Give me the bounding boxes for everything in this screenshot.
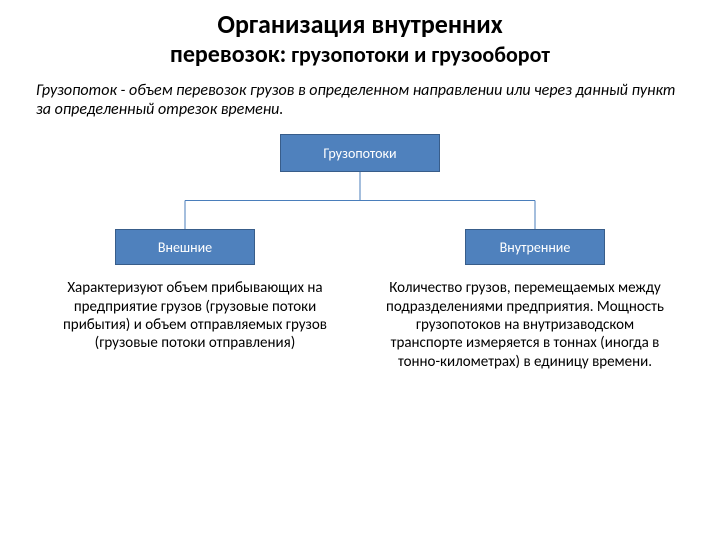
diagram-right-label: Внутренние [500, 239, 571, 256]
title-line2: перевозок: грузопотоки и грузооборот [40, 40, 680, 69]
definition-term: Грузопоток [36, 81, 117, 100]
definition-paragraph: Грузопоток - объем перевозок грузов в оп… [0, 73, 720, 129]
definition-text: - объем перевозок грузов в определенном … [36, 81, 676, 119]
diagram-right-box: Внутренние [465, 229, 605, 265]
diagram-root-box: Грузопотоки [280, 134, 440, 172]
title-line2-rest: грузопотоки и грузооборот [286, 41, 550, 68]
diagram-left-box: Внешние [115, 229, 255, 265]
hierarchy-diagram: Грузопотоки Внешние Внутренние [0, 129, 720, 279]
title-line2-strong: перевозок: [170, 40, 286, 69]
left-column-text: Характеризуют объем прибывающих на предп… [30, 279, 360, 370]
slide-title: Организация внутренних перевозок: грузоп… [0, 0, 720, 73]
diagram-root-label: Грузопотоки [323, 145, 396, 162]
diagram-left-label: Внешние [158, 239, 212, 256]
right-column-text: Количество грузов, перемещаемых между по… [360, 279, 690, 370]
title-line1: Организация внутренних [40, 8, 680, 40]
description-columns: Характеризуют объем прибывающих на предп… [0, 279, 720, 370]
